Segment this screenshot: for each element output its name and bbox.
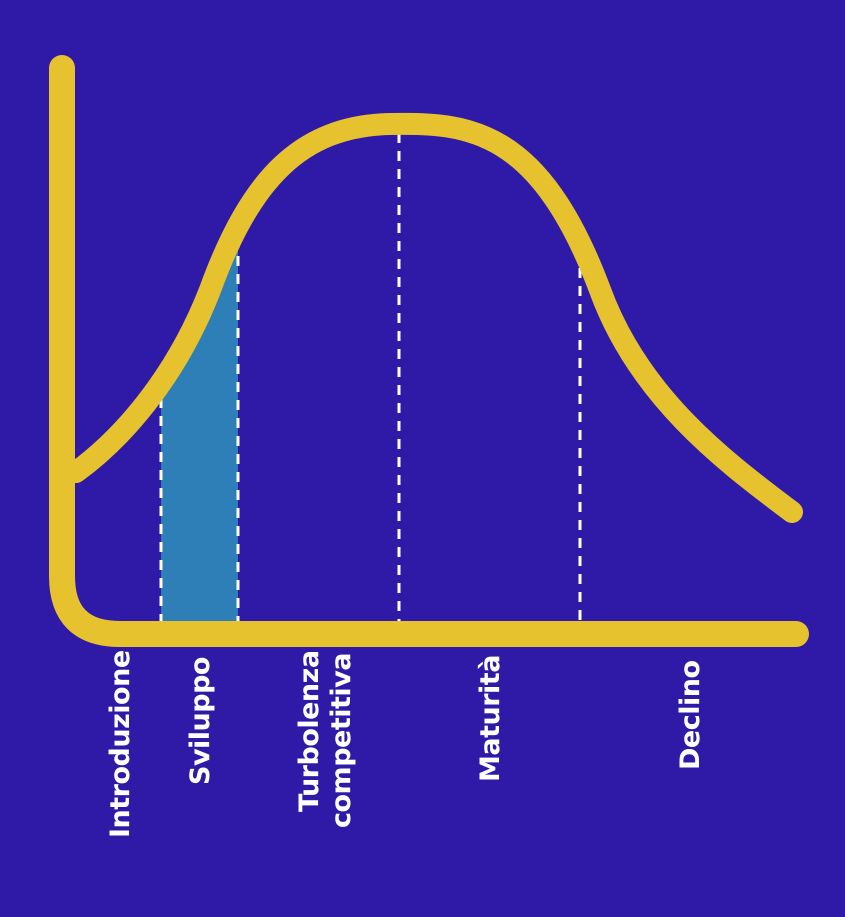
sviluppo-highlight-area <box>161 238 238 622</box>
stage-label-turbolenza: Turbolenza <box>294 650 325 812</box>
stage-label-maturita: Maturità <box>475 655 506 782</box>
stage-label-sviluppo: Sviluppo <box>185 657 216 785</box>
stage-label-introduzione: Introduzione <box>105 650 136 838</box>
life-cycle-curve <box>65 112 803 523</box>
stage-dividers <box>159 133 582 624</box>
axes <box>49 55 809 647</box>
stage-label-competitiva: competitiva <box>326 653 357 828</box>
stage-labels: Introduzione Sviluppo Turbolenza competi… <box>105 650 706 838</box>
stage-label-declino: Declino <box>675 660 706 770</box>
